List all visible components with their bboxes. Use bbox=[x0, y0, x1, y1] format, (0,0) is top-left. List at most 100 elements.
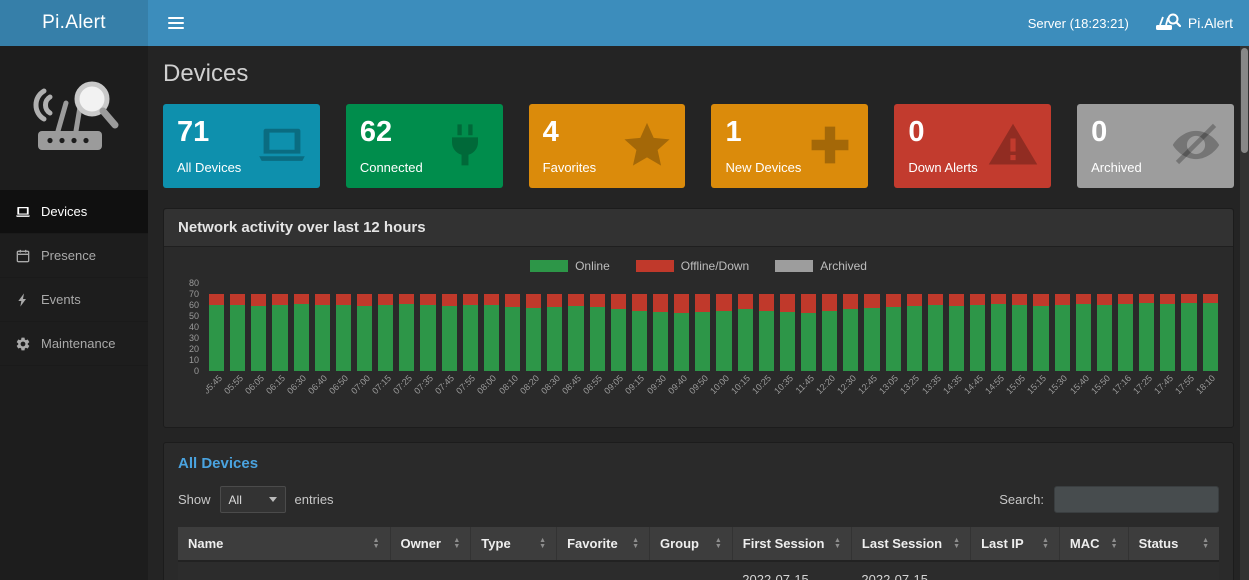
sidebar-toggle-button[interactable] bbox=[164, 11, 188, 35]
page-length-control: Show All entries bbox=[178, 486, 334, 513]
column-header-label: Name bbox=[188, 536, 224, 551]
legend-item-offline-down[interactable]: Offline/Down bbox=[635, 259, 749, 273]
column-header-label: Group bbox=[660, 536, 699, 551]
sidebar-item-label: Devices bbox=[41, 204, 88, 219]
column-header-label: Owner bbox=[400, 536, 441, 551]
infobox-new-devices[interactable]: 1 New Devices bbox=[711, 104, 869, 188]
sort-icon: ▲ ▼ bbox=[539, 537, 547, 550]
y-tick-label: 10 bbox=[188, 355, 199, 365]
devices-table: Name ▲ ▼ Owner ▲ ▼ Type ▲ ▼ Favorite ▲ ▼ Group ▲ ▼ Firs… bbox=[178, 527, 1219, 580]
plus-icon bbox=[804, 119, 856, 171]
y-tick-label: 40 bbox=[188, 322, 199, 332]
page-title: Devices bbox=[163, 60, 249, 87]
user-label: Pi.Alert bbox=[1187, 15, 1233, 31]
infobox-label: Favorites bbox=[542, 160, 597, 176]
warning-icon bbox=[987, 119, 1039, 171]
column-header-owner[interactable]: Owner ▲ ▼ bbox=[389, 527, 471, 562]
chart-bar bbox=[314, 294, 330, 371]
table-cell-group bbox=[649, 560, 733, 580]
infobox-label: Archived bbox=[1091, 160, 1142, 176]
scrollbar-thumb[interactable] bbox=[1241, 48, 1248, 153]
chart-plot bbox=[206, 283, 1221, 371]
chart-bar bbox=[1075, 294, 1091, 371]
infobox-all-devices[interactable]: 71 All Devices bbox=[163, 104, 320, 188]
table-row[interactable]: InternetShared 2022-07-15 16:522022-07-15… bbox=[178, 560, 1219, 580]
chart-bar bbox=[779, 294, 795, 371]
devices-panel: All Devices Show All entries Search: Nam… bbox=[163, 442, 1234, 580]
chart-bar bbox=[610, 294, 626, 371]
column-header-type[interactable]: Type ▲ ▼ bbox=[470, 527, 557, 562]
app-logo bbox=[0, 46, 148, 190]
chart-bar bbox=[441, 294, 457, 371]
chart-bar bbox=[906, 294, 922, 371]
legend-item-online[interactable]: Online bbox=[530, 259, 610, 273]
infobox-down-alerts[interactable]: 0 Down Alerts bbox=[894, 104, 1052, 188]
infobox-favorites[interactable]: 4 Favorites bbox=[528, 104, 686, 188]
chart-bar bbox=[589, 294, 605, 371]
bolt-icon bbox=[15, 292, 31, 308]
chart-bar bbox=[526, 294, 542, 371]
sort-icon: ▲ ▼ bbox=[1041, 537, 1049, 550]
devices-table-head-row: Name ▲ ▼ Owner ▲ ▼ Type ▲ ▼ Favorite ▲ ▼ Group ▲ ▼ Firs… bbox=[178, 527, 1219, 562]
chart-bar bbox=[843, 294, 859, 371]
user-menu[interactable]: Pi.Alert bbox=[1155, 12, 1233, 35]
chart-bar bbox=[504, 294, 521, 371]
infobox-archived[interactable]: 0 Archived bbox=[1077, 104, 1234, 188]
chart-bar bbox=[822, 294, 838, 371]
laptop-icon bbox=[256, 119, 308, 171]
calendar-icon bbox=[15, 248, 31, 264]
chart-bar bbox=[927, 294, 943, 371]
y-tick-label: 0 bbox=[193, 366, 199, 376]
search-label: Search: bbox=[999, 492, 1044, 507]
chart-bar bbox=[1139, 294, 1155, 371]
chart-bar bbox=[800, 294, 817, 371]
chart-xaxis: 05:45 05:55 06:05 06:15 06:30 06:40 06:50 07:00… bbox=[206, 371, 1221, 425]
sidebar-item-maintenance[interactable]: Maintenance bbox=[0, 322, 148, 366]
column-header-label: Status bbox=[1138, 536, 1179, 551]
sort-icon: ▲ ▼ bbox=[372, 537, 380, 550]
search-input[interactable] bbox=[1054, 486, 1219, 513]
show-label: Show bbox=[178, 492, 211, 507]
y-tick-label: 80 bbox=[188, 278, 199, 288]
chart-bar bbox=[209, 294, 225, 371]
column-header-name[interactable]: Name ▲ ▼ bbox=[178, 527, 391, 562]
sidebar-menu: Devices Presence Events Maintenance bbox=[0, 190, 148, 366]
chart-bar bbox=[1160, 294, 1176, 371]
column-header-status[interactable]: Status ▲ ▼ bbox=[1127, 527, 1219, 562]
scrollbar[interactable] bbox=[1240, 46, 1249, 580]
chart-bar bbox=[716, 294, 732, 371]
chart-bar bbox=[652, 294, 669, 371]
sort-icon: ▲ ▼ bbox=[953, 537, 961, 550]
chart-bar bbox=[462, 294, 478, 371]
column-header-last-ip[interactable]: Last IP ▲ ▼ bbox=[970, 527, 1060, 562]
sidebar-item-events[interactable]: Events bbox=[0, 278, 148, 322]
main-content: Devices 71 All Devices 62 Connected 4 Favorit… bbox=[148, 46, 1249, 580]
table-cell-favorite bbox=[556, 560, 650, 580]
sort-icon: ▲ ▼ bbox=[1110, 537, 1118, 550]
column-header-mac[interactable]: MAC ▲ ▼ bbox=[1058, 527, 1129, 562]
brand-logo[interactable]: Pi.Alert bbox=[0, 0, 148, 46]
column-header-first-session[interactable]: First Session ▲ ▼ bbox=[731, 527, 852, 562]
infobox-label: Connected bbox=[359, 160, 423, 176]
star-icon bbox=[621, 119, 673, 171]
column-header-label: Favorite bbox=[567, 536, 618, 551]
column-header-last-session[interactable]: Last Session ▲ ▼ bbox=[850, 527, 971, 562]
table-controls: Show All entries Search: bbox=[178, 486, 1219, 513]
chevron-down-icon bbox=[268, 497, 277, 502]
sidebar-item-presence[interactable]: Presence bbox=[0, 234, 148, 278]
chart-bar bbox=[864, 294, 880, 371]
infobox-connected[interactable]: 62 Connected bbox=[345, 104, 503, 188]
chart-bar bbox=[1202, 294, 1218, 371]
sidebar-item-label: Events bbox=[41, 292, 81, 307]
table-cell-name: Internet bbox=[178, 560, 391, 580]
sort-icon: ▲ ▼ bbox=[833, 537, 841, 550]
legend-item-archived[interactable]: Archived bbox=[775, 259, 867, 273]
chart-bar bbox=[399, 294, 415, 371]
page-length-select[interactable]: All bbox=[219, 486, 286, 513]
column-header-favorite[interactable]: Favorite ▲ ▼ bbox=[556, 527, 650, 562]
column-header-group[interactable]: Group ▲ ▼ bbox=[649, 527, 733, 562]
sidebar-item-devices[interactable]: Devices bbox=[0, 190, 148, 234]
devices-panel-title: All Devices bbox=[178, 455, 259, 472]
sort-icon: ▲ ▼ bbox=[453, 537, 461, 550]
chart-bar bbox=[272, 294, 288, 371]
